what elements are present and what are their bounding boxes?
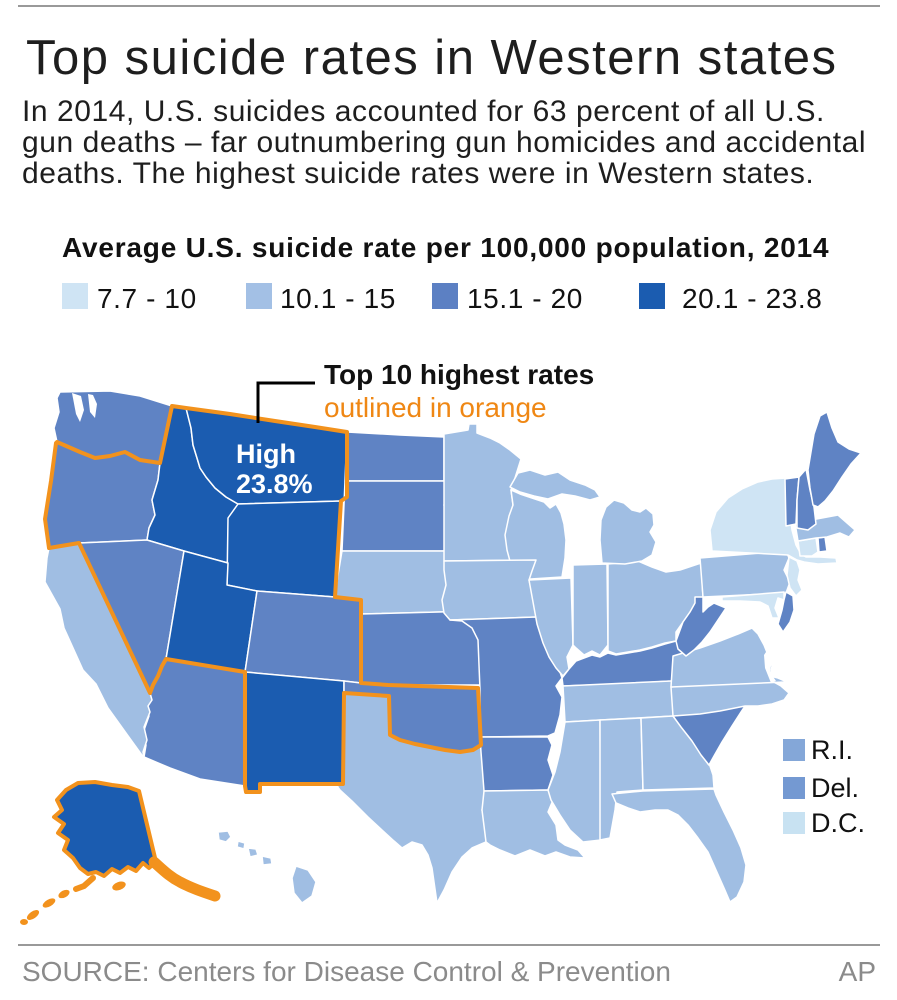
svg-text:R.I.: R.I.	[811, 735, 853, 765]
svg-text:outlined in orange: outlined in orange	[324, 392, 547, 423]
svg-text:23.8%: 23.8%	[236, 469, 313, 499]
svg-text:High: High	[236, 439, 296, 469]
svg-text:D.C.: D.C.	[811, 808, 865, 838]
svg-text:Del.: Del.	[811, 773, 859, 803]
svg-text:Top 10 highest rates: Top 10 highest rates	[324, 359, 594, 390]
